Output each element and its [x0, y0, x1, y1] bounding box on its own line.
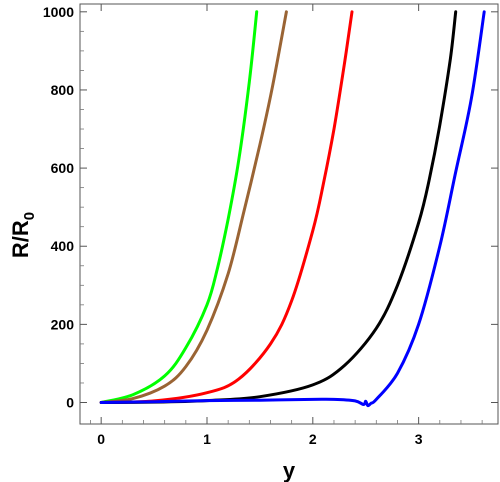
y-axis-label-main: R/R	[8, 220, 33, 258]
y-axis-label: R/R0	[8, 212, 38, 258]
series-line-2	[99, 10, 288, 404]
y-tick-label: 200	[51, 316, 75, 332]
series-line-3	[99, 10, 354, 404]
series-line-5	[99, 10, 486, 408]
x-tick-label: 0	[97, 431, 105, 447]
y-axis-label-subscript: 0	[21, 212, 38, 220]
svg-text:R/R0: R/R0	[8, 212, 38, 258]
y-tick-label: 600	[51, 160, 75, 176]
y-tick-label: 800	[51, 82, 75, 98]
y-ticks: 0 200 400 600 800 1000	[43, 4, 498, 411]
plot-frame	[79, 3, 499, 425]
x-tick-label: 1	[203, 431, 211, 447]
series-layer	[99, 10, 486, 408]
y-tick-label: 400	[51, 238, 75, 254]
x-tick-label: 3	[415, 431, 423, 447]
x-ticks: 0 1 2 3	[90, 4, 483, 447]
series-line-4	[99, 10, 458, 404]
x-tick-label: 2	[309, 431, 317, 447]
series-line-1	[99, 10, 259, 404]
y-tick-label: 0	[66, 395, 74, 411]
x-axis-label: y	[283, 458, 296, 482]
plot-border	[79, 3, 499, 425]
y-tick-label: 1000	[43, 4, 74, 20]
